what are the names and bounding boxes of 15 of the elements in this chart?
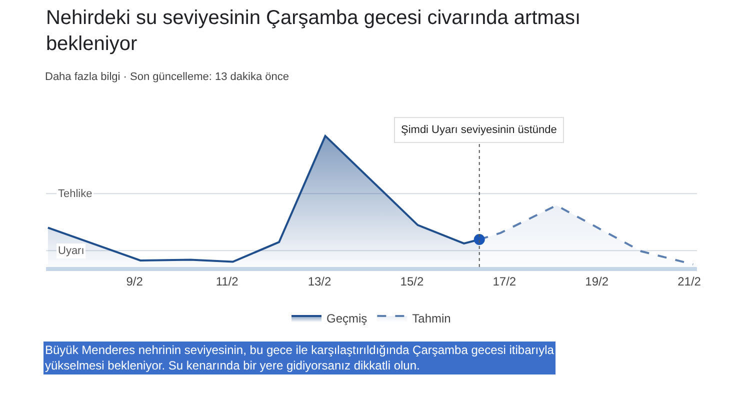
legend-label: Tahmin: [412, 312, 451, 326]
x-tick-label: 17/2: [492, 274, 516, 288]
text: Büyük Menderes nehrinin seviyesinin, bu gece ile karşılaştırıldığında Çarşamba gecesi itibarıyla yükselmesi bekleniyor. Su kenarında bir yere gidiyorsanız dikkatli olun.: [45, 343, 554, 373]
x-tick-label: 13/2: [308, 274, 332, 288]
x-tick-label: 21/2: [678, 274, 702, 288]
ref-line-label: Uyarı: [58, 245, 84, 257]
x-tick-label: 11/2: [216, 274, 239, 288]
x-tick-label: 15/2: [400, 274, 424, 288]
ref-line-label: Tehlike: [58, 188, 92, 200]
ref-line-label: Şimdi Uyarı seviyesinin üstünde: [401, 124, 557, 136]
legend-label: Geçmiş: [326, 312, 368, 326]
x-tick-label: 19/2: [585, 274, 609, 288]
x-tick-label: 9/2: [126, 274, 144, 288]
chart-title: Nehirdeki su seviyesinin Çarşamba gecesi civarında artması bekleniyor: [46, 6, 581, 55]
chart-subtitle: Daha fazla bilgi · Son güncelleme: 13 dakika önce: [45, 71, 289, 83]
